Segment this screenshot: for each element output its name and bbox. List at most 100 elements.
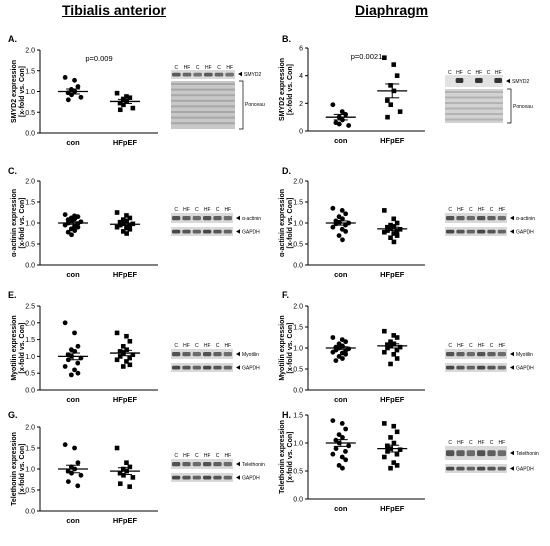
gapdh-band <box>203 475 212 480</box>
y-tick-label: 1.0 <box>25 89 35 96</box>
lane-label: C <box>196 65 200 71</box>
gapdh-band <box>487 229 496 234</box>
lane-label: HF <box>224 343 231 349</box>
arrow-icon <box>236 215 240 221</box>
data-point-hfpef <box>382 454 387 460</box>
data-point-hfpef <box>382 208 387 213</box>
gapdh-band <box>446 466 455 471</box>
data-point-con <box>65 97 71 103</box>
data-point-con <box>72 77 77 83</box>
myotilin-band <box>497 352 506 357</box>
gapdh-band <box>213 365 222 370</box>
blot-label-telethonin: Telethonin <box>516 451 539 457</box>
myotilin-band <box>477 352 486 357</box>
data-point-hfpef <box>388 435 393 440</box>
y-tick-label: 0.5 <box>25 488 35 495</box>
data-point-hfpef <box>127 464 133 470</box>
x-category-label: HFpEF <box>380 395 405 404</box>
blot-panel-b: C HF C HF C HF SMYD2 Ponceau <box>445 70 533 124</box>
blot-label-gapdh: GAPDH <box>516 466 534 472</box>
gapdh-band <box>213 475 222 480</box>
x-category-label: con <box>334 504 348 513</box>
myotilin-band <box>182 352 191 357</box>
lane-label: HF <box>498 440 505 446</box>
data-point-con <box>333 446 339 451</box>
myotilin-band <box>487 352 496 357</box>
gapdh-band <box>456 365 465 370</box>
y-tick-label: 0.5 <box>293 242 303 249</box>
data-point-hfpef <box>394 356 400 361</box>
lane-label: HF <box>478 343 485 349</box>
x-category-label: con <box>334 270 348 279</box>
data-point-hfpef <box>391 333 397 338</box>
smyd2-band <box>182 72 192 77</box>
gapdh-membrane <box>171 363 233 372</box>
data-point-con <box>72 330 77 336</box>
y-tick-label: 6 <box>299 46 303 53</box>
gapdh-band <box>487 365 496 370</box>
telethonin-band <box>497 450 506 457</box>
telethonin-band <box>487 450 496 457</box>
lane-label: C <box>490 343 494 349</box>
actinin-band <box>456 216 465 221</box>
data-point-hfpef <box>391 460 397 465</box>
data-point-con <box>346 443 352 449</box>
data-point-hfpef <box>391 239 397 245</box>
panel-e: E. 0.0 0.5 1.0 1.5 2.0 2.5 Myotilin expression[… <box>8 290 158 404</box>
telethonin-membrane <box>171 459 233 469</box>
y-tick-label: 0.5 <box>25 110 35 117</box>
data-point-hfpef <box>388 361 393 367</box>
y-tick-label: 1.5 <box>25 337 35 344</box>
data-point-con <box>69 232 74 238</box>
data-point-con <box>72 367 77 373</box>
data-point-con <box>330 451 336 457</box>
data-point-hfpef <box>391 216 397 222</box>
blot-panel-e: C HF C HF C HF Myotilin GAPDH <box>171 343 260 372</box>
y-tick-label: 2.0 <box>25 425 35 432</box>
arrow-icon <box>238 71 242 77</box>
myotilin-band <box>192 352 201 357</box>
gapdh-band <box>192 229 201 234</box>
ponceau-bracket <box>239 80 244 130</box>
gapdh-band <box>497 466 506 471</box>
ponceau-band <box>445 102 503 104</box>
x-category-label: HFpEF <box>380 136 405 145</box>
data-point-hfpef <box>121 102 126 108</box>
data-point-hfpef <box>394 451 400 457</box>
myotilin-band <box>466 352 475 357</box>
gapdh-band <box>456 466 465 471</box>
gapdh-band <box>192 365 201 370</box>
panel-d: D. 0.0 0.5 1.0 1.5 2.0 α-actinin expression[x-… <box>279 166 425 279</box>
y-tick-label: 1.0 <box>25 467 35 474</box>
lane-label: C <box>174 343 178 349</box>
data-point-con <box>330 224 336 230</box>
panel-letter: C. <box>8 166 17 176</box>
data-point-con <box>340 356 345 361</box>
y-tick-label: 0.0 <box>293 388 303 395</box>
data-point-hfpef <box>124 231 129 236</box>
y-tick-label: 2.0 <box>25 48 35 55</box>
blot-label-telethonin: Telethonin <box>242 462 265 468</box>
data-point-con <box>340 216 345 222</box>
smyd2-band <box>225 72 234 77</box>
lane-label: C <box>195 343 199 349</box>
blot-panel-d: C HF C HF C HF α-actinin GAPDH <box>445 207 535 236</box>
ponceau-stain <box>171 81 235 129</box>
data-point-con <box>336 233 342 239</box>
y-tick-label: 1.5 <box>293 200 303 207</box>
data-point-hfpef <box>397 447 403 453</box>
data-point-con <box>339 208 345 213</box>
blot-label-smyd2: SMYD2 <box>512 79 529 85</box>
data-point-hfpef <box>117 349 123 354</box>
lane-label: C <box>448 440 452 446</box>
telethonin-membrane <box>445 446 507 460</box>
lane-label: HF <box>183 343 190 349</box>
data-point-con <box>343 457 349 463</box>
data-point-con <box>336 432 342 437</box>
x-category-label: con <box>334 136 348 145</box>
blot-panel-c: C HF C HF C HF α-actinin GAPDH <box>171 207 261 236</box>
data-point-hfpef <box>127 355 132 361</box>
arrow-icon <box>506 78 510 84</box>
smyd2-band <box>193 72 202 77</box>
data-point-hfpef <box>397 109 403 114</box>
